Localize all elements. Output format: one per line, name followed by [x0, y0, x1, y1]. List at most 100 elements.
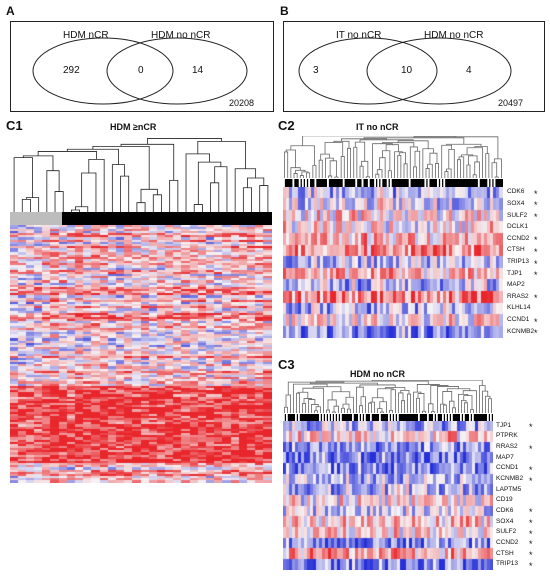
- venn-b-overlap-count: 10: [401, 65, 413, 76]
- c3-title: HDM no nCR: [350, 369, 405, 379]
- dendrogram-branch: [377, 408, 383, 413]
- dendrogram-branch: [430, 385, 449, 404]
- dendrogram-branch: [331, 391, 351, 400]
- sample-bar-tick: [327, 179, 329, 187]
- dendrogram-branch: [441, 144, 452, 178]
- sample-bar-tick: [490, 414, 492, 421]
- sample-bar-tick: [364, 414, 366, 421]
- dendrogram-branch: [485, 153, 490, 178]
- dendrogram-branch: [470, 409, 474, 413]
- dendrogram-branch: [375, 173, 380, 178]
- dendrogram-branch: [301, 171, 309, 176]
- dendrogram-branch: [22, 155, 54, 171]
- sample-bar-tick: [451, 414, 453, 421]
- dendrogram-branch: [413, 391, 422, 413]
- dendrogram-branch: [416, 397, 420, 413]
- sample-bar-tick: [370, 414, 372, 421]
- venn-a-right-count: 14: [192, 65, 204, 76]
- c3-sample-bar: [283, 414, 493, 421]
- dendrogram-branch: [293, 173, 298, 178]
- venn-b-right-label: HDM no nCR: [424, 30, 484, 41]
- dendrogram-branch: [111, 164, 126, 213]
- dendrogram-branch: [444, 171, 449, 178]
- c1-dendrogram: [13, 138, 269, 213]
- venn-b-left-count: 3: [313, 65, 319, 76]
- significance-star: *: [534, 316, 538, 327]
- dendrogram-branch: [297, 391, 309, 399]
- sample-bar-tick: [319, 414, 321, 421]
- dendrogram-branch: [468, 155, 478, 166]
- dendrogram-branch: [334, 176, 339, 178]
- dendrogram-branch: [340, 156, 345, 178]
- sample-bar-tick: [295, 414, 297, 421]
- dendrogram-branch: [341, 407, 345, 413]
- gene-label: CTSH: [507, 246, 525, 254]
- dendrogram-branch: [389, 409, 393, 413]
- sample-bar-tick: [361, 179, 364, 187]
- sample-bar-tick: [463, 414, 465, 421]
- gene-label: RRAS2: [496, 443, 518, 451]
- gene-label: RRAS2: [507, 292, 529, 300]
- dendrogram-branch: [413, 136, 499, 159]
- c1-group-bar-black: [62, 212, 272, 225]
- dendrogram-branch: [403, 163, 408, 178]
- dendrogram-branch: [427, 163, 433, 178]
- dendrogram-branch: [75, 206, 89, 213]
- sample-bar-tick: [328, 414, 330, 421]
- dendrogram-branch: [440, 403, 446, 413]
- dendrogram-branch: [462, 390, 477, 413]
- significance-star: *: [534, 270, 538, 281]
- dendrogram-branch: [376, 169, 383, 178]
- sample-bar-tick: [298, 179, 301, 187]
- sample-bar-tick: [490, 179, 493, 187]
- dendrogram-branch: [422, 410, 426, 413]
- dendrogram-branch: [37, 151, 97, 160]
- dendrogram-branch: [13, 157, 33, 213]
- gene-label: CCND1: [507, 316, 530, 324]
- dendrogram-branch: [120, 143, 175, 181]
- sample-bar-tick: [322, 414, 324, 421]
- dendrogram-branch: [401, 400, 405, 413]
- panel-c1-letter: C1: [6, 118, 23, 133]
- dendrogram-branch: [464, 402, 468, 413]
- dendrogram-branch: [479, 385, 486, 413]
- significance-star: *: [534, 235, 538, 246]
- dendrogram-branch: [365, 176, 370, 178]
- dendrogram-branch: [146, 138, 222, 145]
- dendrogram-branch: [296, 392, 300, 413]
- dendrogram-branch: [361, 160, 369, 177]
- dendrogram-branch: [472, 174, 477, 178]
- dendrogram-branch: [66, 148, 119, 165]
- dendrogram-branch: [446, 388, 471, 392]
- dendrogram-branch: [458, 156, 465, 178]
- gene-label: KCNMB2: [507, 327, 535, 335]
- dendrogram-branch: [359, 384, 396, 388]
- dendrogram-branch: [234, 168, 257, 213]
- dendrogram-branch: [210, 182, 220, 213]
- sample-bar-tick: [427, 414, 429, 421]
- sample-bar-tick: [355, 179, 358, 187]
- sample-bar-tick: [283, 414, 285, 421]
- dendrogram-branch: [446, 168, 452, 178]
- dendrogram-branch: [359, 139, 414, 143]
- gene-label: TJP1: [507, 269, 523, 277]
- sample-bar-tick: [388, 414, 390, 421]
- sample-bar-tick: [443, 179, 446, 187]
- dendrogram-branch: [457, 159, 461, 178]
- sample-bar-tick: [286, 414, 288, 421]
- gene-label: DCLK1: [507, 223, 528, 231]
- dendrogram-branch: [382, 142, 415, 147]
- sample-bar-tick: [391, 414, 393, 421]
- sample-bar-tick: [469, 414, 471, 421]
- dendrogram-branch: [416, 384, 440, 393]
- dendrogram-branch: [347, 408, 351, 413]
- dendrogram-branch: [482, 390, 489, 413]
- sample-bar-tick: [292, 179, 295, 187]
- sample-bar-tick: [331, 414, 333, 421]
- dendrogram-branch: [452, 407, 456, 413]
- dendrogram-branch: [463, 395, 473, 410]
- significance-star: *: [529, 422, 533, 433]
- significance-star: *: [534, 293, 538, 304]
- venn-a-overlap-count: 0: [138, 65, 144, 76]
- venn-a-left-label: HDM nCR: [63, 30, 109, 41]
